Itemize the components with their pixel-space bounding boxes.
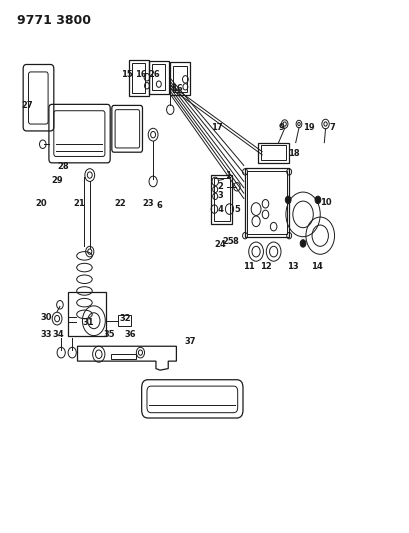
Text: 24: 24 (214, 240, 226, 249)
Bar (247, 171, 286, 234)
Text: 35: 35 (103, 330, 115, 339)
Bar (170, 62, 189, 95)
Bar (151, 64, 165, 90)
Text: 31: 31 (83, 318, 94, 327)
Text: 10: 10 (319, 198, 330, 207)
Circle shape (314, 196, 320, 204)
Text: 26: 26 (148, 70, 160, 78)
Text: 16: 16 (171, 84, 183, 93)
Text: 11: 11 (243, 262, 254, 271)
Text: 23: 23 (142, 199, 154, 208)
Circle shape (285, 196, 290, 204)
Bar (129, 60, 148, 96)
Circle shape (299, 240, 305, 247)
Text: 5: 5 (234, 205, 239, 214)
Text: 27: 27 (21, 101, 33, 110)
Text: 32: 32 (119, 314, 131, 323)
Text: 9: 9 (278, 123, 284, 132)
Text: 21: 21 (74, 199, 85, 208)
Text: 2: 2 (217, 182, 223, 191)
Text: 18: 18 (288, 149, 299, 158)
Text: 9771 3800: 9771 3800 (17, 14, 91, 27)
Text: 15: 15 (120, 70, 132, 78)
Text: 30: 30 (40, 312, 52, 321)
Bar (68, 292, 106, 336)
Text: 28: 28 (57, 162, 68, 171)
Text: 7: 7 (329, 123, 335, 132)
Bar (260, 146, 285, 160)
Bar (148, 61, 168, 94)
Text: 17: 17 (211, 123, 222, 132)
Bar (111, 354, 135, 359)
Text: 3: 3 (217, 191, 223, 200)
Bar (245, 168, 288, 237)
Bar (173, 66, 186, 92)
Text: 1: 1 (225, 171, 231, 180)
Text: 33: 33 (40, 330, 52, 339)
Bar (211, 175, 232, 224)
Text: 34: 34 (52, 330, 63, 339)
Text: 6: 6 (156, 201, 162, 210)
Text: 22: 22 (114, 199, 126, 208)
Bar (118, 316, 131, 326)
Text: 4: 4 (217, 205, 223, 214)
Text: 29: 29 (51, 176, 63, 185)
Text: 20: 20 (35, 199, 47, 208)
Text: 19: 19 (303, 123, 314, 132)
Text: 36: 36 (124, 330, 136, 339)
Text: 16: 16 (134, 70, 146, 78)
Text: 12: 12 (260, 262, 272, 271)
Text: 37: 37 (184, 337, 196, 346)
Bar (132, 63, 145, 93)
Bar (258, 143, 288, 163)
Text: 8: 8 (232, 237, 238, 246)
Text: 14: 14 (311, 262, 322, 271)
Text: 13: 13 (286, 262, 298, 271)
Text: 25: 25 (222, 237, 234, 246)
Bar (213, 178, 229, 221)
